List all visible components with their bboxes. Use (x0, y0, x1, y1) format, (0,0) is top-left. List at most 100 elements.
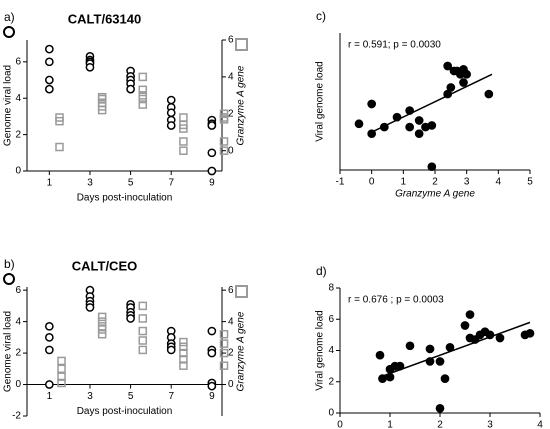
y2-tick-label: 2 (228, 348, 234, 359)
y-tick-label: 2 (328, 376, 334, 387)
data-point (44, 345, 54, 355)
data-point (207, 381, 217, 391)
data-point (44, 332, 54, 342)
x-tick-label: 4 (537, 420, 543, 429)
x-tick-label: 1 (47, 178, 53, 189)
data-point (57, 356, 66, 366)
data-point (179, 361, 188, 370)
data-point (97, 329, 107, 339)
x-axis-label: Days post-inoculation (77, 406, 173, 417)
data-point (138, 85, 148, 95)
data-point (179, 113, 188, 122)
data-point (55, 142, 64, 152)
data-point (405, 341, 415, 351)
legend-circle (3, 273, 15, 285)
data-point (435, 403, 445, 413)
data-point (465, 310, 475, 319)
x-axis-label: Granzyme A gene (395, 189, 475, 200)
x-tick-label: 1 (401, 177, 407, 188)
data-point (97, 325, 107, 334)
data-point (219, 361, 229, 370)
data-point (425, 344, 435, 354)
data-point (219, 329, 229, 339)
data-point (385, 372, 395, 382)
data-point (138, 314, 148, 323)
data-point (166, 121, 176, 130)
y-tick-label: 6 (15, 56, 21, 67)
data-point (44, 321, 54, 331)
x-tick-label: 3 (87, 178, 93, 189)
data-point (462, 69, 472, 79)
panel-label: a) (4, 10, 15, 24)
data-point (207, 348, 217, 358)
x-tick-label: 3 (87, 391, 93, 402)
data-point (484, 89, 494, 99)
y-tick-label: 4 (328, 345, 334, 356)
data-point (443, 89, 453, 99)
data-point (97, 317, 107, 326)
y-tick-label: 6 (328, 314, 334, 325)
data-point (57, 364, 66, 374)
data-point (138, 326, 148, 336)
data-point (392, 112, 402, 122)
x-axis-label: Days post-inoculation (77, 193, 173, 204)
data-point (405, 122, 415, 132)
x-tick-label: 1 (387, 420, 393, 429)
x-tick-label: 2 (432, 177, 438, 188)
y2-tick-label: 0 (228, 379, 234, 390)
data-point (446, 83, 456, 92)
y2-tick-label: 2 (228, 108, 234, 119)
data-point (445, 343, 455, 352)
trend-line (379, 321, 531, 378)
y-tick-label: 0 (15, 166, 21, 177)
y2-tick-label: 6 (228, 285, 234, 296)
x-tick-label: 9 (209, 391, 215, 402)
data-point (460, 321, 470, 330)
data-point (85, 303, 95, 312)
y2-tick-label: 4 (228, 72, 234, 83)
legend-circle (3, 26, 15, 38)
data-point (179, 124, 188, 133)
y2-tick-label: 6 (228, 35, 234, 46)
legend-square (235, 285, 248, 298)
y2-tick-label: 0 (228, 145, 234, 156)
data-point (440, 374, 450, 383)
y-axis-label: Viral genome load (315, 310, 326, 390)
y-axis-label: Genome viral load (3, 65, 14, 146)
data-point (44, 75, 54, 85)
data-point (427, 162, 437, 172)
title: CALT/63140 (68, 11, 141, 26)
data-point (367, 129, 377, 139)
data-point (138, 100, 148, 109)
x-tick-label: 7 (168, 178, 174, 189)
y-tick-label: 2 (15, 129, 21, 140)
y2-tick-label: 4 (228, 316, 234, 327)
data-point (207, 166, 217, 176)
y-tick-label: 2 (15, 348, 21, 359)
data-point (138, 336, 148, 345)
data-point (435, 357, 445, 366)
data-point (425, 357, 435, 366)
data-point (179, 146, 188, 155)
data-point (414, 129, 424, 139)
data-point (166, 345, 176, 355)
data-point (207, 121, 217, 130)
data-point (97, 312, 107, 322)
y-tick-label: 8 (328, 283, 334, 294)
data-point (57, 378, 66, 388)
y-tick-label: 4 (15, 93, 21, 104)
trend-line (368, 73, 493, 135)
data-point (459, 78, 468, 87)
data-point (354, 119, 364, 129)
x-tick-label: 2 (437, 420, 443, 429)
title: CALT/CEO (72, 258, 137, 273)
data-point (219, 339, 229, 348)
data-point (219, 115, 229, 124)
data-point (138, 72, 148, 82)
data-point (378, 374, 387, 383)
data-point (166, 95, 176, 105)
y-tick-label: 6 (15, 285, 21, 296)
x-tick-label: 7 (168, 391, 174, 402)
x-tick-label: 4 (496, 177, 502, 188)
